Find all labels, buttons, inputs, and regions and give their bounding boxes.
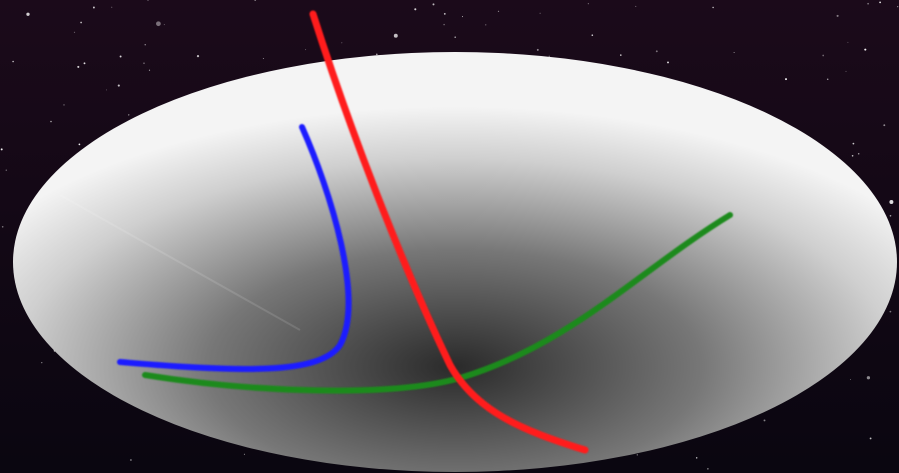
star bbox=[707, 468, 709, 470]
star bbox=[129, 459, 132, 461]
star bbox=[866, 376, 871, 380]
star bbox=[536, 48, 539, 51]
star bbox=[443, 13, 446, 15]
star bbox=[695, 457, 698, 459]
star bbox=[889, 200, 894, 204]
star bbox=[106, 89, 108, 91]
star bbox=[196, 55, 200, 58]
star bbox=[83, 62, 86, 65]
star bbox=[849, 379, 851, 381]
star bbox=[869, 437, 872, 440]
star bbox=[375, 53, 378, 56]
star bbox=[620, 54, 622, 56]
star bbox=[156, 21, 161, 27]
star bbox=[443, 23, 445, 26]
star bbox=[763, 419, 766, 422]
star bbox=[867, 2, 869, 5]
star bbox=[485, 24, 487, 26]
star bbox=[1, 226, 4, 228]
star bbox=[0, 148, 3, 151]
star bbox=[889, 214, 892, 217]
star bbox=[148, 69, 151, 71]
star bbox=[836, 14, 839, 17]
star bbox=[80, 21, 82, 24]
star bbox=[147, 0, 149, 1]
star bbox=[883, 124, 886, 127]
star bbox=[262, 57, 264, 60]
star bbox=[733, 52, 735, 53]
star bbox=[636, 454, 638, 456]
star bbox=[539, 12, 541, 14]
star bbox=[852, 142, 855, 145]
star bbox=[341, 42, 343, 44]
red-curve bbox=[309, 10, 589, 454]
star bbox=[117, 84, 120, 87]
star bbox=[41, 362, 43, 364]
star bbox=[822, 54, 825, 57]
star bbox=[254, 0, 257, 1]
star bbox=[655, 50, 658, 53]
star bbox=[119, 55, 122, 58]
spacetime-well-ellipse bbox=[13, 52, 897, 472]
star bbox=[144, 44, 146, 46]
star bbox=[77, 65, 80, 68]
star bbox=[591, 34, 594, 36]
star bbox=[497, 10, 500, 13]
star bbox=[897, 6, 899, 8]
star bbox=[548, 55, 551, 58]
star bbox=[635, 5, 637, 7]
star bbox=[393, 33, 398, 38]
star bbox=[454, 36, 457, 39]
star bbox=[864, 48, 867, 51]
star bbox=[50, 120, 52, 123]
star bbox=[163, 24, 165, 26]
star bbox=[12, 60, 14, 63]
star bbox=[143, 62, 145, 65]
star bbox=[63, 104, 65, 106]
star bbox=[73, 31, 76, 33]
star bbox=[847, 41, 849, 43]
star bbox=[5, 169, 8, 171]
star bbox=[857, 152, 860, 155]
star bbox=[879, 1, 881, 4]
star bbox=[92, 6, 95, 9]
star bbox=[461, 16, 464, 18]
star bbox=[111, 6, 113, 8]
star bbox=[889, 310, 892, 313]
star bbox=[851, 155, 854, 157]
star bbox=[78, 143, 81, 146]
star bbox=[26, 12, 30, 16]
star bbox=[128, 114, 130, 116]
star bbox=[712, 6, 714, 9]
star bbox=[845, 70, 847, 72]
star bbox=[432, 3, 435, 6]
star bbox=[667, 61, 669, 64]
star bbox=[305, 49, 307, 51]
star bbox=[785, 78, 787, 81]
star bbox=[414, 8, 417, 11]
faint-streak-line bbox=[59, 194, 301, 331]
star bbox=[587, 3, 589, 5]
star bbox=[243, 453, 245, 455]
star bbox=[826, 78, 829, 81]
blue-curve bbox=[117, 124, 352, 372]
